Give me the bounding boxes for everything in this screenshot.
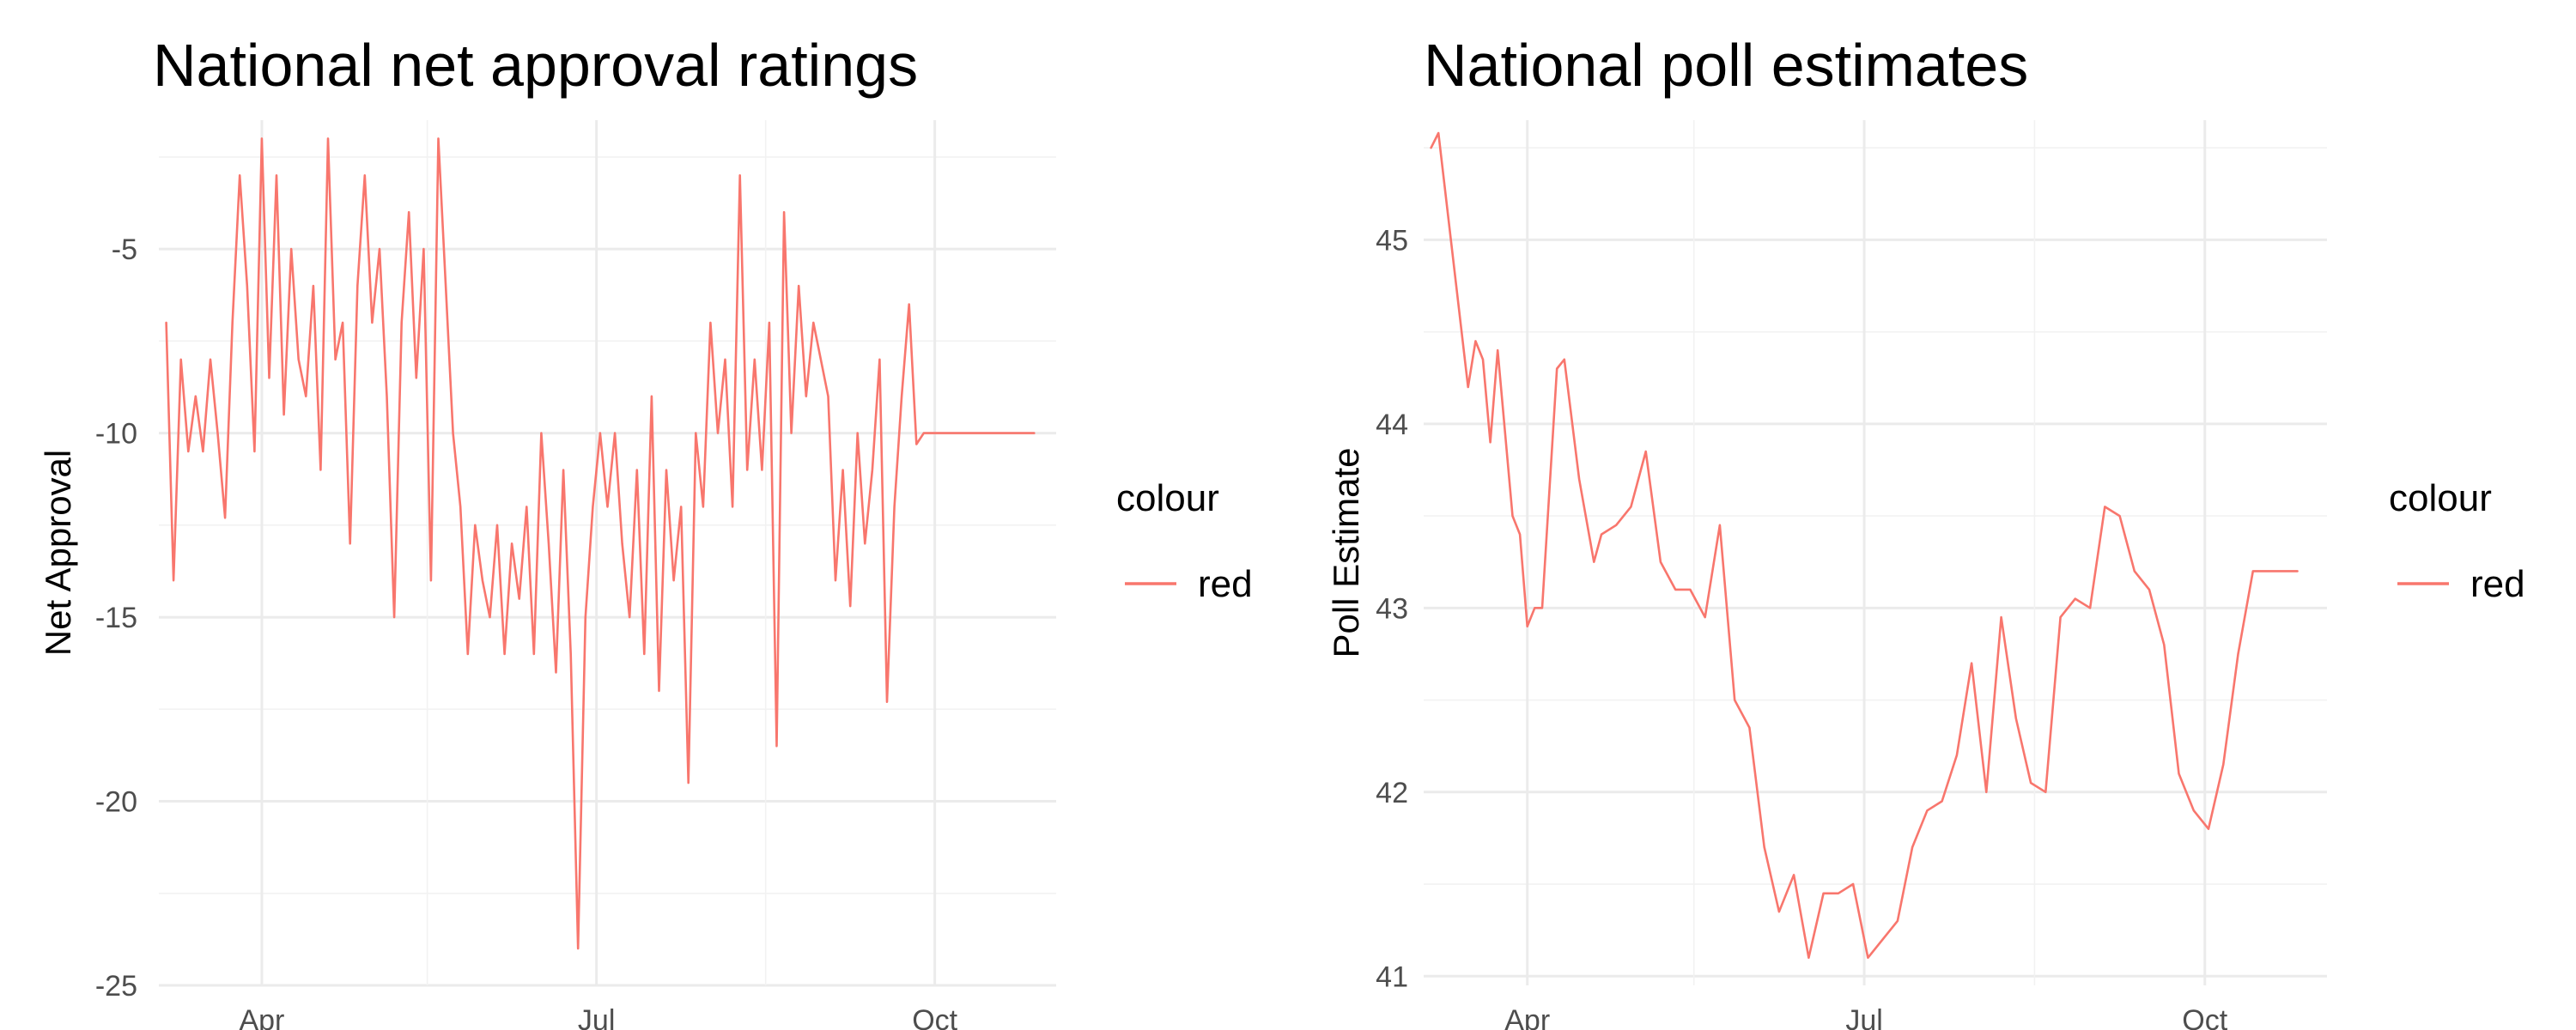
x-tick-label: Jul <box>1845 1004 1882 1030</box>
y-tick-label: 45 <box>1376 224 1408 257</box>
x-tick-label: Apr <box>239 1004 284 1030</box>
legend-label: red <box>1198 563 1253 605</box>
poll-estimate-chart-panel: 45 44 43 42 41 Apr Jul Oct National poll estimat… <box>1288 0 2576 1030</box>
y-tick-label: 41 <box>1376 960 1408 993</box>
net-approval-chart-panel: -5 -10 -15 -20 -25 Apr Jul Oct National net appr… <box>38 32 1253 1030</box>
x-tick-label: Apr <box>1504 1004 1550 1030</box>
legend: colour red <box>2389 477 2525 605</box>
y-tick-label: -5 <box>112 233 137 266</box>
x-tick-label: Jul <box>578 1004 615 1030</box>
y-tick-label: -25 <box>95 970 137 1003</box>
legend-title: colour <box>2389 477 2492 519</box>
y-axis-title: Poll Estimate <box>1326 447 1366 657</box>
legend-label: red <box>2470 563 2525 605</box>
series-line-red <box>165 137 1036 950</box>
y-axis-title: Net Approval <box>38 450 78 656</box>
gridlines <box>1424 120 2327 985</box>
chart-title: National net approval ratings <box>153 32 918 99</box>
legend-title: colour <box>1116 477 1219 519</box>
y-tick-label: -20 <box>95 786 137 819</box>
y-tick-label: 43 <box>1376 592 1408 625</box>
y-tick-label: -15 <box>95 602 137 634</box>
y-tick-label: -10 <box>95 418 137 451</box>
net-approval-chart: -5 -10 -15 -20 -25 Apr Jul Oct National net appr… <box>38 32 1253 1030</box>
x-tick-label: Oct <box>2182 1004 2227 1030</box>
poll-estimate-chart: 45 44 43 42 41 Apr Jul Oct National poll estimat… <box>1326 32 2525 1030</box>
gridlines <box>159 120 1056 987</box>
y-tick-label: 44 <box>1376 409 1408 441</box>
x-tick-label: Oct <box>912 1004 957 1030</box>
y-tick-label: 42 <box>1376 777 1408 809</box>
legend: colour red <box>1116 477 1253 605</box>
series-line-red <box>1430 131 2299 960</box>
chart-title: National poll estimates <box>1424 32 2028 99</box>
